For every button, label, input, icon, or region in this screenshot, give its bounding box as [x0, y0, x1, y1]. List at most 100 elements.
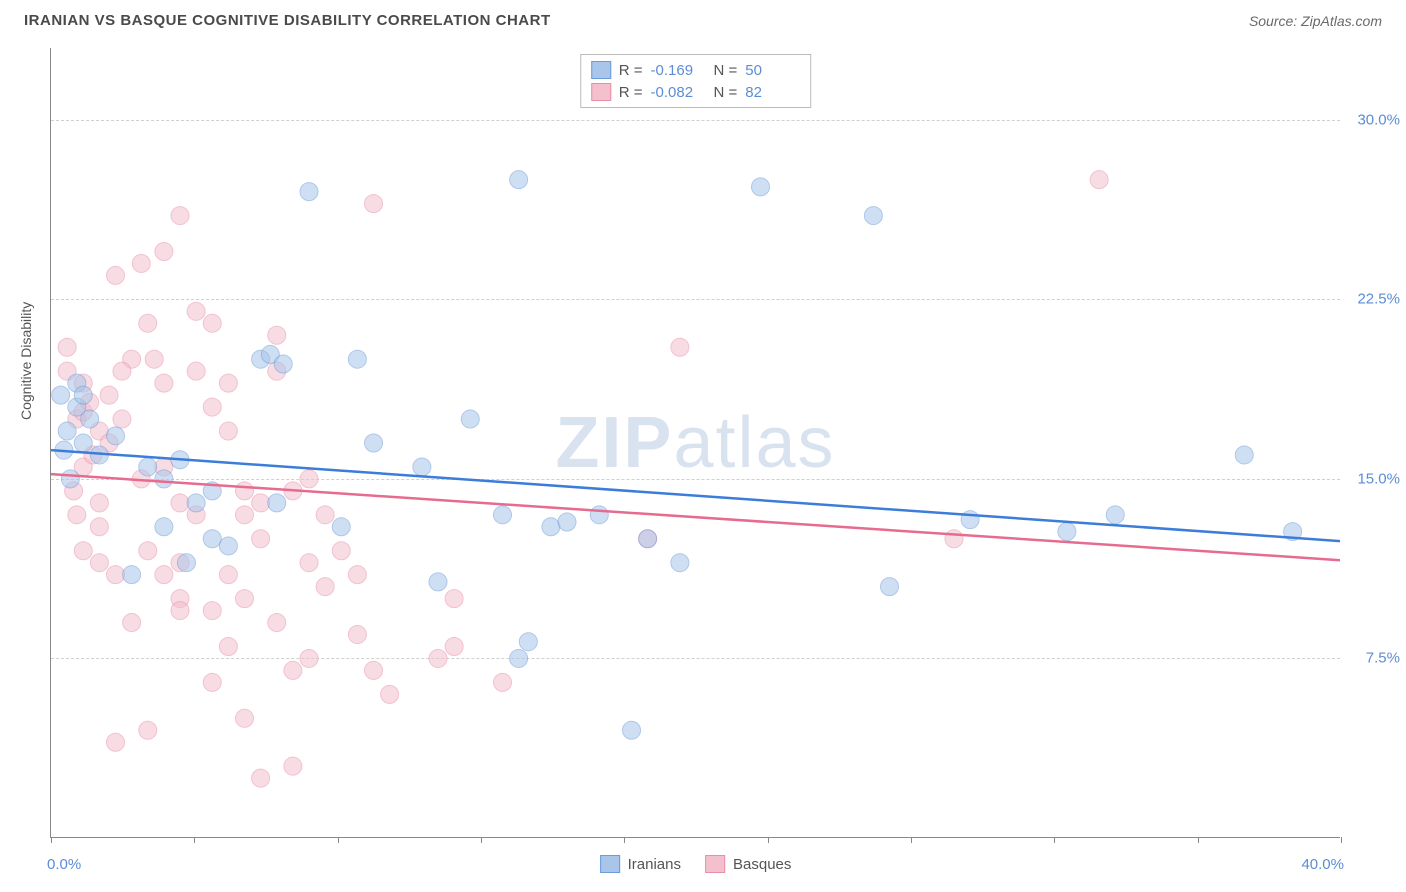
- data-point: [365, 434, 383, 452]
- x-tick: [51, 837, 52, 843]
- y-tick-label: 22.5%: [1345, 291, 1400, 308]
- data-point: [219, 374, 237, 392]
- data-point: [187, 494, 205, 512]
- source-attribution: Source: ZipAtlas.com: [1249, 13, 1382, 29]
- stat-n-label: N =: [714, 84, 738, 101]
- legend-label: Iranians: [628, 856, 681, 873]
- data-point: [494, 673, 512, 691]
- y-tick-label: 15.0%: [1345, 470, 1400, 487]
- data-point: [203, 398, 221, 416]
- data-point: [139, 458, 157, 476]
- data-point: [171, 494, 189, 512]
- data-point: [284, 661, 302, 679]
- data-point: [145, 350, 163, 368]
- data-point: [429, 649, 447, 667]
- data-point: [945, 530, 963, 548]
- data-point: [52, 386, 70, 404]
- data-point: [187, 302, 205, 320]
- data-point: [671, 554, 689, 572]
- data-point: [219, 537, 237, 555]
- x-tick: [624, 837, 625, 843]
- legend-swatch: [591, 61, 611, 79]
- data-point: [365, 195, 383, 213]
- data-point: [1090, 171, 1108, 189]
- data-point: [155, 518, 173, 536]
- data-point: [542, 518, 560, 536]
- data-point: [171, 207, 189, 225]
- data-point: [74, 386, 92, 404]
- data-point: [68, 506, 86, 524]
- x-tick: [1054, 837, 1055, 843]
- data-point: [139, 314, 157, 332]
- data-point: [510, 649, 528, 667]
- stat-n-label: N =: [714, 62, 738, 79]
- data-point: [139, 542, 157, 560]
- data-point: [177, 554, 195, 572]
- data-point: [132, 254, 150, 272]
- data-point: [123, 566, 141, 584]
- legend-swatch: [705, 855, 725, 873]
- data-point: [219, 637, 237, 655]
- data-point: [236, 709, 254, 727]
- x-axis-max-label: 40.0%: [1301, 856, 1344, 873]
- data-point: [752, 178, 770, 196]
- data-point: [284, 757, 302, 775]
- data-point: [236, 482, 254, 500]
- stat-r-value: -0.082: [651, 84, 706, 101]
- scatter-plot-svg: [51, 48, 1340, 837]
- data-point: [348, 566, 366, 584]
- data-point: [187, 362, 205, 380]
- data-point: [58, 338, 76, 356]
- data-point: [90, 554, 108, 572]
- stats-row: R = -0.082 N = 82: [591, 81, 801, 103]
- data-point: [519, 633, 537, 651]
- data-point: [107, 266, 125, 284]
- legend-label: Basques: [733, 856, 791, 873]
- x-tick: [338, 837, 339, 843]
- data-point: [113, 410, 131, 428]
- data-point: [590, 506, 608, 524]
- data-point: [203, 673, 221, 691]
- legend-item: Iranians: [600, 855, 681, 873]
- stats-row: R = -0.169 N = 50: [591, 59, 801, 81]
- data-point: [864, 207, 882, 225]
- chart-title: IRANIAN VS BASQUE COGNITIVE DISABILITY C…: [24, 12, 551, 29]
- stat-r-label: R =: [619, 84, 643, 101]
- y-tick-label: 7.5%: [1345, 650, 1400, 667]
- data-point: [1235, 446, 1253, 464]
- data-point: [381, 685, 399, 703]
- data-point: [123, 614, 141, 632]
- data-point: [348, 626, 366, 644]
- x-axis-min-label: 0.0%: [47, 856, 81, 873]
- data-point: [494, 506, 512, 524]
- data-point: [332, 542, 350, 560]
- data-point: [639, 530, 657, 548]
- data-point: [236, 590, 254, 608]
- data-point: [171, 602, 189, 620]
- data-point: [252, 494, 270, 512]
- series-legend: Iranians Basques: [600, 855, 792, 873]
- data-point: [236, 506, 254, 524]
- legend-swatch: [600, 855, 620, 873]
- data-point: [300, 649, 318, 667]
- x-tick: [1198, 837, 1199, 843]
- stats-legend-box: R = -0.169 N = 50 R = -0.082 N = 82: [580, 54, 812, 108]
- data-point: [316, 506, 334, 524]
- x-tick: [1341, 837, 1342, 843]
- data-point: [348, 350, 366, 368]
- data-point: [58, 422, 76, 440]
- data-point: [445, 590, 463, 608]
- data-point: [300, 554, 318, 572]
- data-point: [671, 338, 689, 356]
- data-point: [74, 434, 92, 452]
- data-point: [445, 637, 463, 655]
- x-tick: [768, 837, 769, 843]
- data-point: [155, 566, 173, 584]
- stat-n-value: 82: [745, 84, 800, 101]
- data-point: [881, 578, 899, 596]
- stat-r-value: -0.169: [651, 62, 706, 79]
- data-point: [1106, 506, 1124, 524]
- x-tick: [194, 837, 195, 843]
- data-point: [429, 573, 447, 591]
- data-point: [1058, 523, 1076, 541]
